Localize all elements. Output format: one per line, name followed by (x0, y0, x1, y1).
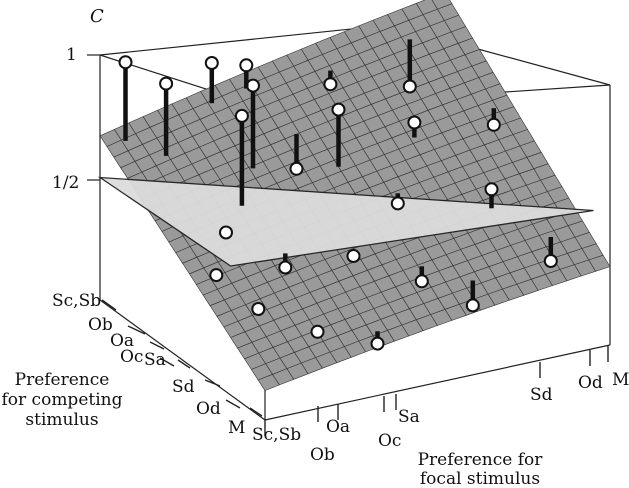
focal-tick-label: Sa (398, 407, 420, 427)
data-point (239, 58, 254, 73)
data-point (323, 77, 338, 92)
data-point (310, 324, 325, 339)
focal-tick-label: Sc,Sb (252, 425, 301, 445)
z-tick-half: 1/2 (52, 173, 79, 193)
focal-tick-label: Od (578, 373, 603, 393)
data-point (414, 274, 429, 289)
competing-tick-label: Sa (144, 350, 166, 370)
reference-plane (97, 176, 594, 267)
focal-tick-label: Oa (326, 417, 350, 437)
focal-axis-title-1: Preference for (418, 450, 544, 470)
competing-tick-mark (127, 325, 146, 335)
data-point (246, 78, 260, 93)
competing-tick-mark (225, 399, 241, 409)
data-point (289, 161, 304, 176)
data-point (219, 225, 233, 240)
data-point (251, 302, 266, 316)
data-point (402, 79, 417, 94)
competing-tick-mark (249, 407, 263, 417)
competing-axis-title-3: stimulus (25, 410, 98, 430)
box-edge (99, 299, 266, 421)
z-tick-1: 1 (66, 45, 77, 65)
data-point-layer (118, 39, 558, 351)
competing-tick-mark (204, 379, 221, 387)
data-point (234, 108, 249, 123)
data-point (370, 336, 385, 351)
focal-tick-label: M (612, 370, 629, 390)
data-point (543, 254, 558, 268)
surface-cell (415, 0, 438, 15)
focal-tick-label: Oc (378, 431, 401, 451)
competing-tick-label: Od (196, 399, 221, 419)
focal-axis-title-2: focal stimulus (420, 469, 540, 488)
competing-tick-label: Sc,Sb (52, 291, 101, 311)
data-point (486, 117, 501, 132)
data-point (118, 55, 133, 70)
competing-tick-label: M (228, 418, 245, 438)
competing-tick-mark (149, 341, 165, 350)
data-point (484, 182, 499, 197)
data-point (278, 260, 293, 275)
data-point (209, 268, 224, 283)
competing-axis-title-2: for competing (2, 390, 123, 410)
focal-axis-ticks: Sc,Sb Ob Oa Oc Sa Sd Od M (252, 346, 629, 465)
data-point (346, 249, 361, 263)
surface-cell (431, 0, 453, 10)
competing-tick-label: Oc (120, 347, 143, 367)
data-point (204, 56, 219, 70)
z-axis-label: C (90, 6, 104, 27)
competing-tick-label: Ob (88, 315, 113, 335)
box-edge (99, 24, 391, 56)
data-point (465, 298, 480, 313)
reference-plane-layer (97, 176, 594, 267)
data-point (331, 102, 346, 117)
competing-tick-mark (101, 299, 117, 311)
data-point (159, 76, 174, 91)
box-edge (264, 344, 611, 421)
box-front (99, 299, 611, 421)
data-point (390, 196, 405, 211)
competing-axis-title-1: Preference (15, 370, 110, 390)
focal-tick-label: Sd (530, 385, 553, 405)
data-point (407, 115, 422, 130)
competing-tick-mark (159, 357, 175, 367)
competing-tick-mark (177, 359, 191, 369)
focal-tick-label: Ob (310, 445, 335, 465)
competing-tick-label: Oa (110, 331, 134, 351)
competing-tick-label: Sd (172, 377, 195, 397)
